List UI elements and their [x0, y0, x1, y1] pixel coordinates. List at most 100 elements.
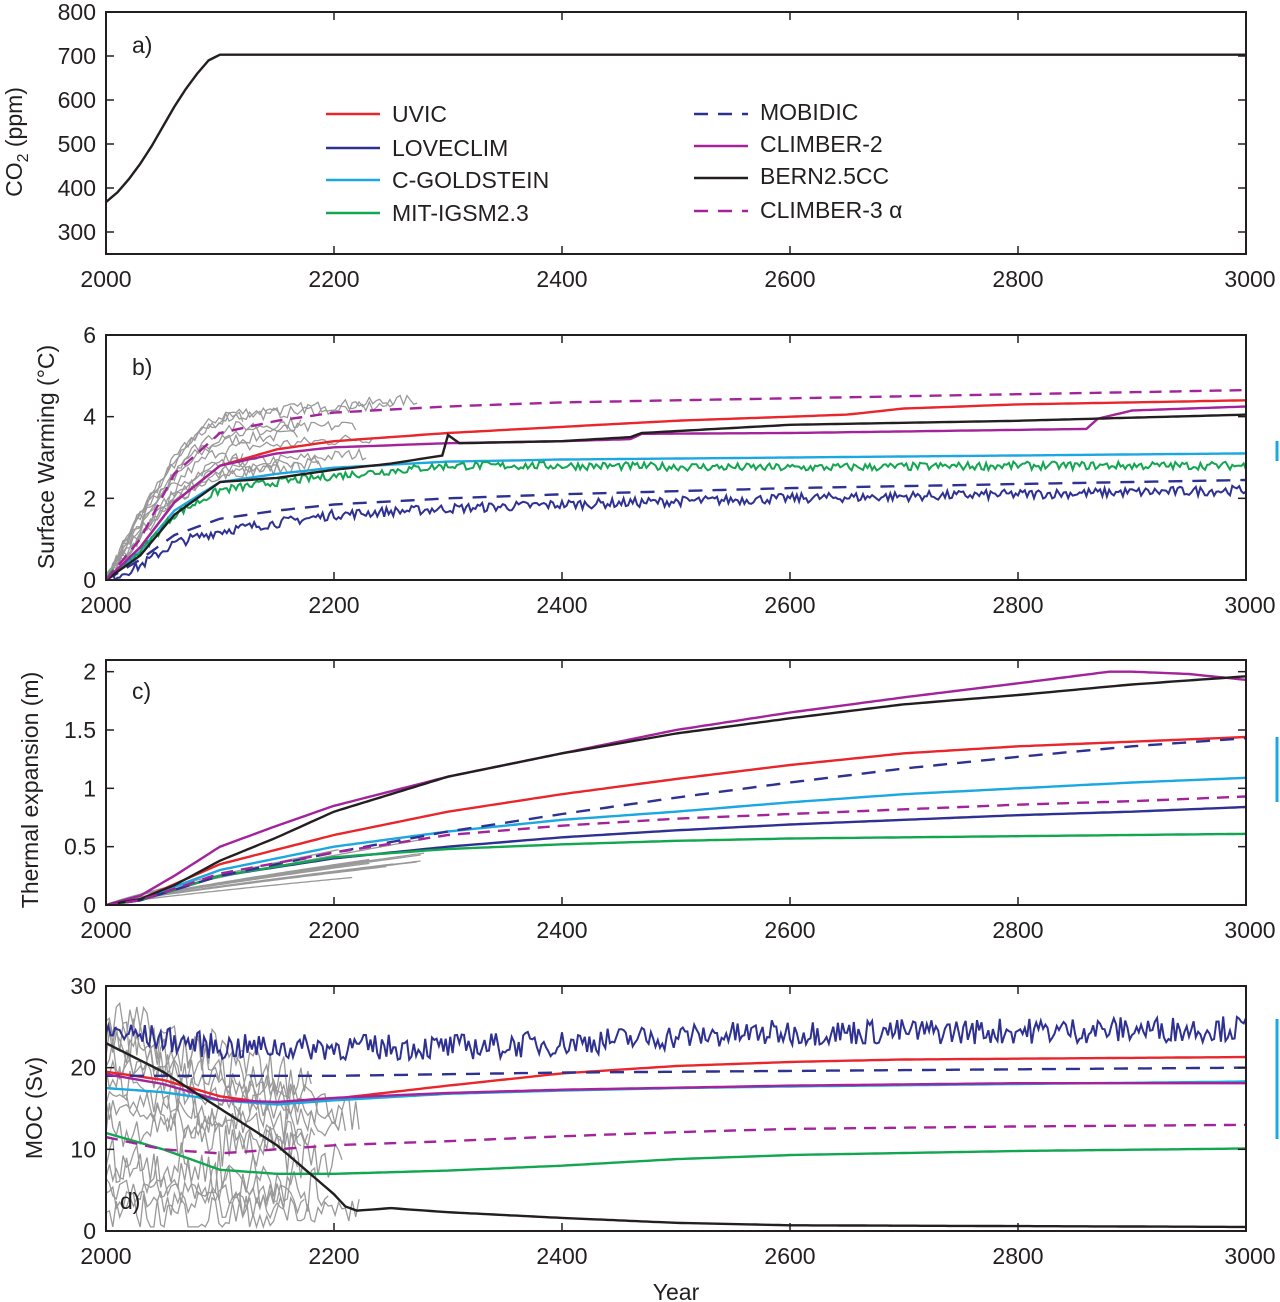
ylabel-a: CO2 (ppm) [1, 87, 32, 197]
y-tick-label: 6 [83, 322, 96, 348]
ensemble-line [106, 1137, 299, 1203]
ensemble-group-3 [106, 1001, 360, 1230]
x-tick-label: 2000 [80, 1243, 131, 1269]
x-tick-label: 2600 [764, 1243, 815, 1269]
series-climber-3-panel-b [106, 388, 1246, 580]
y-tick-label: 500 [58, 131, 96, 157]
series-mobidic-panel-b [106, 478, 1246, 580]
series-climber-3-panel-d [106, 1123, 1246, 1155]
panel-b-label: b) [132, 354, 152, 380]
series-climber-2-panel-c [106, 670, 1246, 905]
legend-label-loveclim: LOVECLIM [392, 135, 508, 161]
x-tick-label: 2800 [992, 266, 1043, 292]
series-climber-2-panel-d [106, 1073, 1246, 1104]
x-tick-label: 3000 [1224, 266, 1275, 292]
x-tick-label: 3000 [1224, 917, 1275, 943]
x-tick-label: 2200 [308, 1243, 359, 1269]
legend-label-uvic: UVIC [392, 101, 447, 127]
series-loveclim-panel-c [106, 805, 1246, 905]
ylabel-b: Surface Warming (°C) [33, 345, 59, 569]
x-tick-label: 2000 [80, 917, 131, 943]
series-bern2-5cc-panel-d [106, 1042, 1246, 1229]
ensemble-line [106, 1066, 302, 1147]
x-tick-label: 2800 [992, 1243, 1043, 1269]
y-tick-label: 800 [58, 0, 96, 25]
x-tick-label: 2200 [308, 917, 359, 943]
legend-label-mobidic: MOBIDIC [760, 99, 858, 125]
x-tick-label: 2400 [536, 1243, 587, 1269]
ensemble-line [106, 398, 394, 580]
panel-a-label: a) [132, 32, 152, 58]
legend-label-climber3: CLIMBER-3 α [760, 197, 902, 223]
ensemble-line [106, 429, 299, 580]
series-mit-igsm2-3-panel-b [106, 459, 1246, 580]
y-tick-label: 700 [58, 43, 96, 69]
ensemble-line [106, 1190, 285, 1230]
series-loveclim-panel-b [106, 484, 1246, 580]
y-tick-label: 300 [58, 219, 96, 245]
plot-frame-3 [105, 985, 1247, 1232]
x-tick-label: 2400 [536, 592, 587, 618]
x-tick-label: 2000 [80, 266, 131, 292]
y-tick-label: 0 [83, 567, 96, 593]
ensemble-line [106, 1175, 305, 1215]
model-series [106, 53, 1246, 1229]
y-tick-label: 0 [83, 892, 96, 918]
series-bern2-5cc-panel-b [106, 413, 1246, 580]
y-tick-label: 400 [58, 175, 96, 201]
series-bern2-5cc-panel-c [106, 675, 1246, 905]
series-uvic-panel-b [106, 399, 1246, 580]
y-tick-label: 0 [83, 1218, 96, 1244]
y-tick-label: 10 [70, 1136, 96, 1162]
panel-d-label: d) [120, 1188, 140, 1214]
x-tick-label: 2200 [308, 266, 359, 292]
x-tick-label: 3000 [1224, 1243, 1275, 1269]
x-tick-label: 2600 [764, 592, 815, 618]
series-c-goldstein-panel-c [106, 776, 1246, 905]
series-loveclim-panel-d [106, 1014, 1246, 1063]
axis-labels: 2000 2200 2400 2600 2800 30003004005006007008… [58, 0, 1276, 1269]
ylabel-c: Thermal expansion (m) [17, 672, 43, 908]
xlabel: Year [653, 1279, 700, 1302]
legend-label-bern: BERN2.5CC [760, 163, 889, 189]
ensemble-lines [106, 394, 428, 1230]
legend-label-climber2: CLIMBER-2 [760, 131, 883, 157]
ensemble-group-1 [106, 394, 418, 580]
ensemble-line [106, 1153, 329, 1212]
series-uvic-panel-c [106, 735, 1246, 905]
legend-label-mitigsm: MIT-IGSM2.3 [392, 200, 529, 226]
panel-frames [105, 11, 1247, 1232]
ensemble-line [107, 434, 374, 580]
x-tick-label: 2800 [992, 917, 1043, 943]
x-tick-label: 2000 [80, 592, 131, 618]
ensemble-line [106, 394, 418, 576]
y-tick-label: 600 [58, 87, 96, 113]
x-tick-label: 2400 [536, 917, 587, 943]
ensemble-line [106, 1018, 312, 1098]
y-tick-label: 2 [83, 659, 96, 685]
x-tick-label: 3000 [1224, 592, 1275, 618]
series-mit-igsm2-3-panel-d [106, 1131, 1246, 1176]
ensemble-line [106, 1102, 343, 1179]
y-tick-label: 4 [83, 404, 96, 430]
panel-c-label: c) [132, 678, 151, 704]
plot-frame-0 [105, 11, 1247, 255]
series-co2-panel-a [106, 53, 1246, 204]
x-tick-label: 2600 [764, 917, 815, 943]
y-tick-label: 2 [83, 485, 96, 511]
series-mobidic-panel-c [106, 737, 1246, 905]
plot-frame-1 [105, 334, 1247, 581]
series-climber-2-panel-b [106, 405, 1246, 580]
y-tick-label: 20 [70, 1055, 96, 1081]
ensemble-line [106, 1185, 360, 1223]
plot-frame-2 [105, 659, 1247, 906]
ensemble-line [106, 1100, 309, 1159]
y-tick-label: 1 [83, 775, 96, 801]
series-c-goldstein-panel-b [106, 452, 1246, 580]
ensemble-line [107, 420, 357, 580]
ensemble-line [106, 415, 302, 580]
ensemble-line [106, 1001, 292, 1103]
x-tick-label: 2400 [536, 266, 587, 292]
y-tick-label: 1.5 [64, 717, 96, 743]
